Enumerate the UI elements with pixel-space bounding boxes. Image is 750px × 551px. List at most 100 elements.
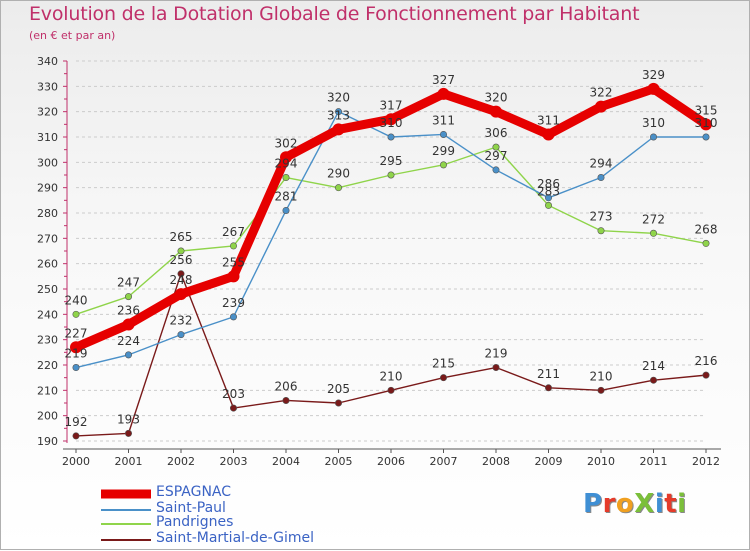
data-label: 265 — [170, 230, 193, 244]
x-tick-label: 2012 — [692, 455, 720, 468]
data-point — [542, 128, 555, 141]
x-tick-label: 2008 — [482, 455, 510, 468]
data-label: 311 — [537, 113, 560, 127]
y-tick-label: 300 — [37, 156, 58, 169]
chart-subtitle: (en € et par an) — [29, 29, 116, 42]
logo-letter: o — [615, 489, 635, 519]
legend-label: Saint-Paul — [156, 500, 226, 516]
data-point — [702, 133, 710, 141]
data-point — [72, 310, 80, 318]
data-label: 192 — [65, 415, 88, 429]
data-label: 247 — [117, 276, 140, 290]
y-tick-label: 200 — [37, 410, 58, 423]
data-point — [439, 374, 447, 382]
data-point — [72, 364, 80, 372]
data-label: 210 — [380, 369, 403, 383]
logo-letter: X — [634, 489, 655, 519]
data-label: 306 — [485, 126, 508, 140]
data-point — [227, 270, 240, 283]
data-label: 310 — [695, 116, 718, 130]
proxiti-logo: ProXiti — [583, 489, 687, 519]
data-label: 317 — [380, 98, 403, 112]
data-point — [647, 82, 660, 95]
data-label: 315 — [695, 103, 718, 117]
y-tick-label: 320 — [37, 106, 58, 119]
data-point — [125, 429, 133, 437]
y-tick-label: 250 — [37, 283, 58, 296]
data-point — [702, 239, 710, 247]
y-tick-label: 220 — [37, 359, 58, 372]
data-label: 283 — [537, 184, 560, 198]
x-tick-label: 2007 — [430, 455, 458, 468]
data-point — [230, 404, 238, 412]
x-tick-label: 2010 — [587, 455, 615, 468]
data-label: 214 — [642, 359, 665, 373]
data-point — [334, 184, 342, 192]
data-label: 310 — [380, 116, 403, 130]
data-point — [597, 227, 605, 235]
data-point — [649, 133, 657, 141]
data-label: 203 — [222, 387, 245, 401]
data-point — [177, 247, 185, 255]
data-label: 224 — [117, 334, 140, 348]
data-point — [230, 242, 238, 250]
logo-letter: P — [583, 489, 603, 519]
data-label: 302 — [275, 136, 298, 150]
chart-title: Evolution de la Dotation Globale de Fonc… — [29, 3, 640, 25]
data-label: 215 — [432, 357, 455, 371]
data-point — [595, 100, 607, 113]
logo-letter: i — [677, 489, 687, 519]
data-label: 322 — [590, 86, 613, 100]
data-point — [334, 399, 342, 407]
x-tick-label: 2009 — [535, 455, 563, 468]
y-tick-label: 340 — [37, 55, 58, 68]
data-point — [597, 174, 605, 182]
data-label: 320 — [485, 91, 508, 105]
data-label: 240 — [65, 293, 88, 307]
data-label: 255 — [222, 255, 245, 269]
x-tick-label: 2000 — [62, 455, 90, 468]
x-tick-label: 2004 — [272, 455, 300, 468]
y-tick-label: 330 — [37, 80, 58, 93]
legend-label: Pandrignes — [156, 514, 234, 530]
data-label: 193 — [117, 412, 140, 426]
data-point — [439, 130, 447, 138]
data-label: 327 — [432, 73, 455, 87]
data-label: 294 — [590, 157, 613, 171]
data-point — [387, 171, 395, 179]
data-point — [544, 194, 552, 202]
data-label: 239 — [222, 296, 245, 310]
data-point — [280, 151, 292, 164]
data-label: 211 — [537, 367, 560, 381]
data-label: 219 — [485, 347, 508, 361]
y-tick-label: 290 — [37, 182, 58, 195]
data-point — [282, 174, 290, 182]
data-point — [490, 105, 502, 118]
data-label: 227 — [65, 326, 88, 340]
data-point — [177, 331, 185, 339]
data-label: 232 — [170, 314, 193, 328]
data-point — [175, 288, 187, 301]
data-label: 286 — [537, 177, 560, 191]
data-point — [387, 133, 395, 141]
x-tick-label: 2003 — [220, 455, 248, 468]
y-tick-label: 190 — [37, 435, 58, 448]
data-point — [334, 108, 342, 116]
data-point — [385, 113, 397, 126]
data-label: 320 — [327, 91, 350, 105]
legend-swatch — [101, 509, 151, 511]
data-point — [230, 313, 238, 321]
y-tick-label: 260 — [37, 258, 58, 271]
data-point — [437, 87, 450, 100]
legend-swatch — [101, 523, 151, 525]
data-label: 310 — [642, 116, 665, 130]
legend-swatch — [101, 539, 151, 541]
logo-letter: i — [654, 489, 665, 519]
data-label: 219 — [65, 347, 88, 361]
y-tick-label: 230 — [37, 334, 58, 347]
logo-letter: t — [664, 489, 678, 519]
logo-letter: r — [602, 489, 616, 519]
legend-label: ESPAGNAC — [156, 484, 232, 500]
data-point — [125, 293, 133, 301]
data-label: 268 — [695, 222, 718, 236]
